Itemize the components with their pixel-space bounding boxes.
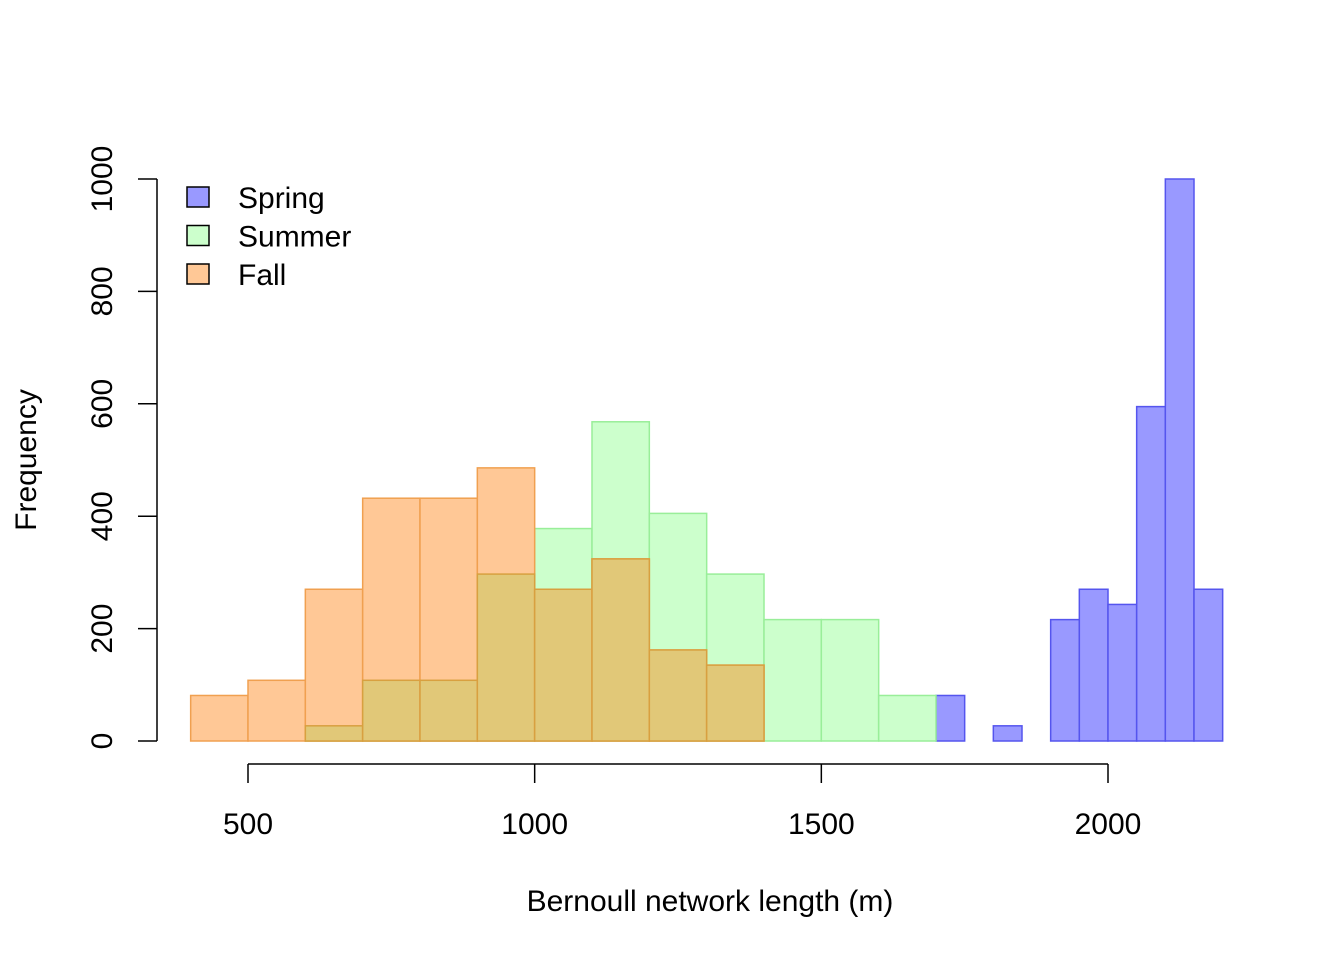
summer-bar-9 (820, 618, 880, 742)
y-tick-label-5: 1000 (86, 146, 119, 213)
x-axis: 500 1000 1500 2000 (223, 763, 1142, 841)
y-tick-label-0: 0 (86, 733, 119, 750)
y-tick-label-1: 200 (86, 604, 119, 654)
y-tick-label-3: 600 (86, 379, 119, 429)
summer-bar-10 (877, 694, 937, 742)
overlap-bar-3 (361, 679, 421, 742)
x-tick-label-2: 1500 (788, 808, 855, 841)
spring-bar-0 (935, 694, 966, 742)
y-tick-label-4: 800 (86, 266, 119, 316)
y-axis-title: Frequency (10, 389, 43, 531)
spring-bar-6 (1164, 178, 1195, 742)
legend-swatch-summer (186, 224, 210, 247)
x-axis-title: Bernoull network length (m) (527, 885, 894, 918)
legend-label-spring: Spring (238, 182, 325, 215)
legend: Spring Summer Fall (186, 182, 351, 292)
spring-bar-2 (1049, 618, 1081, 742)
overlap-bar-6 (533, 588, 593, 742)
legend-label-summer: Summer (238, 221, 351, 254)
fall-bar-0 (189, 694, 249, 742)
x-tick-label-3: 2000 (1075, 808, 1142, 841)
legend-swatch-spring (186, 186, 210, 208)
legend-label-fall: Fall (238, 259, 286, 292)
legend-swatch-fall (186, 263, 210, 285)
overlap-bar-5 (476, 573, 536, 742)
fall-bar-2 (304, 588, 364, 742)
summer-bar-8 (763, 618, 823, 742)
x-tick-label-0: 500 (223, 808, 273, 841)
spring-bar-5 (1135, 405, 1167, 742)
overlap-bar-4 (419, 679, 479, 742)
spring-bar-7 (1193, 588, 1224, 742)
overlap-bar-8 (648, 649, 708, 742)
overlap-bar-7 (591, 558, 651, 742)
spring-bar-1 (992, 725, 1023, 742)
bars-layer (189, 178, 1224, 742)
x-tick-label-1: 1000 (501, 808, 568, 841)
spring-bar-3 (1078, 588, 1109, 742)
fall-bar-1 (247, 679, 307, 742)
overlap-bar-9 (705, 664, 765, 742)
spring-bar-4 (1107, 603, 1138, 742)
y-axis: 0 200 400 600 800 1000 (86, 146, 158, 750)
y-tick-label-2: 400 (86, 491, 119, 541)
overlap-bar-2 (304, 725, 364, 742)
